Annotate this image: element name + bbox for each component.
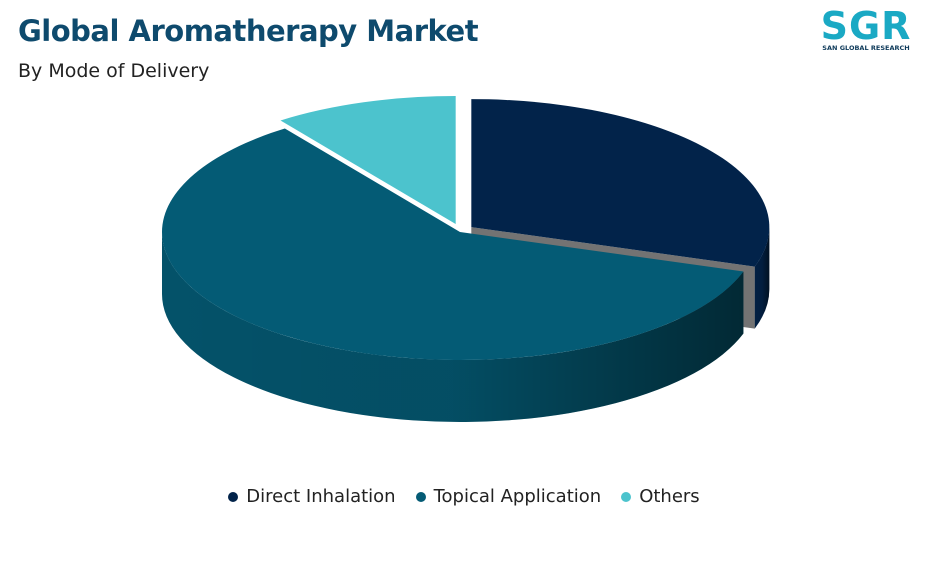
slice — [161, 128, 744, 422]
slice-side-shade — [162, 232, 744, 422]
slice-top — [280, 96, 456, 225]
slice-top — [161, 128, 744, 360]
legend-swatch — [621, 491, 632, 502]
logo-text: SGR — [820, 4, 912, 48]
legend-item: Topical Application — [415, 486, 602, 507]
legend-label: Others — [639, 486, 700, 507]
legend-label: Topical Application — [433, 486, 602, 507]
slice-side-shade — [754, 227, 770, 329]
slice-top — [471, 99, 770, 267]
slice — [280, 96, 456, 225]
legend-item: Others — [621, 486, 700, 507]
legend-item: Direct Inhalation — [228, 486, 396, 507]
logo-caption: SAN GLOBAL RESEARCH — [822, 44, 910, 52]
logo: SGR SAN GLOBAL RESEARCH — [816, 4, 916, 52]
legend-label: Direct Inhalation — [246, 486, 396, 507]
chart-title: Global Aromatherapy Market — [18, 14, 479, 48]
chart-subtitle: By Mode of Delivery — [18, 60, 210, 82]
legend-swatch — [415, 491, 426, 502]
legend-swatch — [228, 491, 239, 502]
legend: Direct Inhalation Topical Application Othe… — [0, 486, 928, 507]
